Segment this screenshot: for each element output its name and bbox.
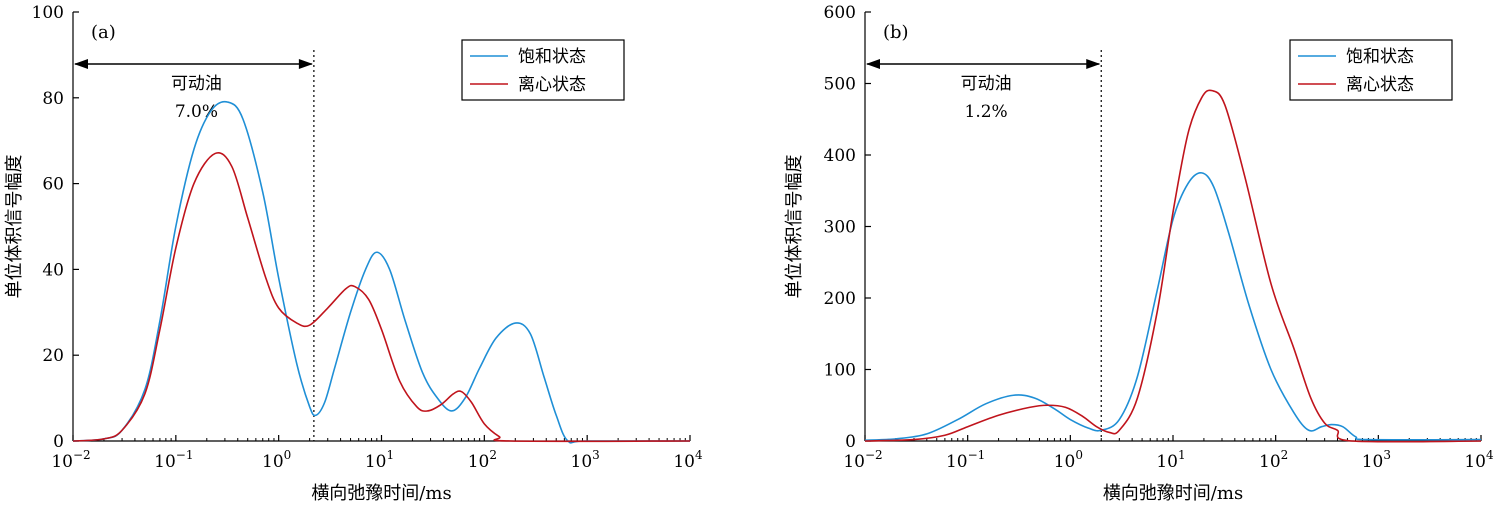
x-tick-label: 10−1 [154, 448, 193, 472]
legend-box [1289, 39, 1453, 101]
legend-box [461, 39, 625, 101]
x-axis-label: 横向弛豫时间/ms [311, 483, 451, 504]
x-tick-label: 104 [673, 448, 703, 472]
y-tick-label: 100 [32, 3, 64, 23]
x-tick-label: 100 [1054, 448, 1083, 472]
chart-panel-b: 0 100 200 300 400 500 600 10−2 10−1 100 101 102 103 1… [784, 3, 1494, 504]
y-axis-label: 单位体积信号幅度 [784, 155, 805, 299]
legend-entry: 离心状态 [1346, 75, 1414, 95]
legend-entry: 饱和状态 [1346, 47, 1414, 67]
y-axis-label: 单位体积信号幅度 [4, 155, 25, 299]
panel-label: (a) [91, 22, 116, 43]
arrow-head-left [74, 59, 88, 69]
x-tick-label: 10−2 [51, 448, 90, 472]
series-line-centrifuged [864, 89, 1482, 443]
x-tick-label: 100 [262, 448, 291, 472]
arrow-head-right [1086, 59, 1101, 69]
x-tick-label: 104 [1464, 448, 1494, 472]
legend-entry: 饱和状态 [518, 47, 586, 67]
x-tick-label: 103 [1362, 448, 1391, 472]
arrow-head-left [866, 59, 880, 69]
y-tick-label: 600 [824, 3, 856, 23]
y-tick-label: 80 [42, 89, 64, 109]
x-tick-label: 10−1 [946, 448, 985, 472]
x-tick-label: 101 [1156, 448, 1185, 472]
y-tick-label: 400 [824, 146, 856, 166]
x-tick-label: 10−2 [843, 448, 882, 472]
y-tick-label: 0 [53, 432, 64, 452]
x-axis-label: 横向弛豫时间/ms [1103, 483, 1243, 504]
y-tick-label: 0 [845, 432, 856, 452]
y-tick-label: 100 [824, 361, 856, 381]
y-tick-label: 300 [824, 218, 856, 238]
x-tick-label: 102 [468, 448, 497, 472]
x-tick-label: 102 [1259, 448, 1288, 472]
series-line-saturated [72, 100, 690, 444]
arrow-head-right [298, 59, 313, 69]
y-tick-label: 500 [824, 75, 856, 95]
series-line-centrifuged [72, 152, 691, 443]
movable-oil-label: 可动油 [171, 74, 222, 94]
chart-panel-a: 0 20 40 60 80 100 10−2 10−1 100 101 102 103 104 横向弛豫时… [4, 3, 703, 504]
movable-oil-value: 1.2% [965, 102, 1008, 122]
y-tick-label: 60 [42, 175, 64, 195]
y-tick-label: 200 [824, 289, 856, 309]
y-tick-label: 40 [42, 260, 64, 280]
movable-oil-value: 7.0% [175, 102, 218, 122]
panel-label: (b) [883, 22, 909, 43]
legend-entry: 离心状态 [518, 75, 586, 95]
x-tick-label: 101 [365, 448, 394, 472]
x-tick-label: 103 [571, 448, 600, 472]
movable-oil-label: 可动油 [961, 74, 1012, 94]
y-tick-label: 20 [42, 346, 64, 366]
